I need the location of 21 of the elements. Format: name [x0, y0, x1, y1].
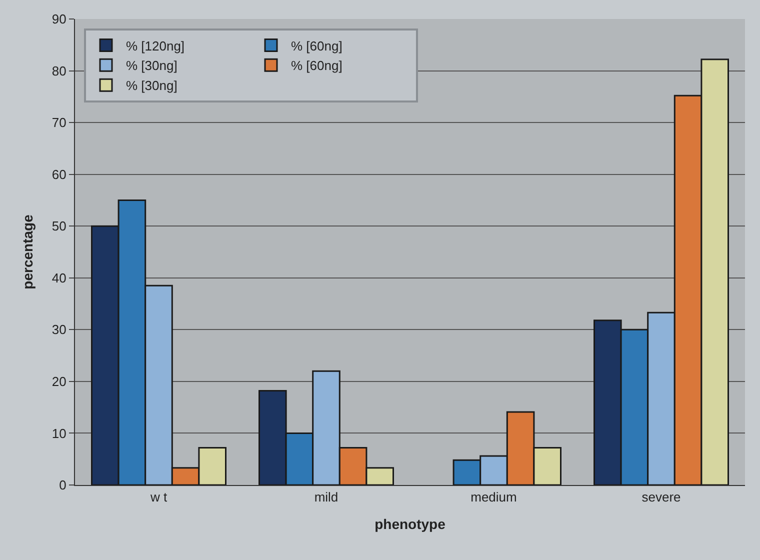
y-tick-label: 60 — [52, 166, 66, 182]
y-axis-title: percentage — [20, 214, 36, 290]
x-axis-title: phenotype — [374, 516, 446, 532]
y-tick-label: 30 — [52, 322, 66, 338]
y-tick-label: 70 — [52, 115, 66, 130]
x-tick-label: mild — [314, 490, 338, 505]
legend-label: % [120ng] — [126, 38, 185, 54]
x-tick-label: w t — [149, 490, 168, 505]
y-tick-label: 80 — [52, 63, 66, 78]
y-tick-label: 10 — [52, 426, 66, 441]
y-tick-label: 20 — [52, 374, 66, 389]
legend-label: % [60ng] — [291, 38, 342, 54]
y-tick-label: 90 — [52, 12, 66, 27]
legend-label: % [30ng] — [126, 78, 178, 94]
y-tick-label: 50 — [52, 218, 66, 234]
x-tick-label: medium — [470, 490, 517, 505]
y-tick-label: 40 — [52, 270, 66, 286]
legend-label: % [60ng] — [291, 58, 342, 74]
x-tick-label: severe — [642, 490, 681, 505]
y-tick-label: 0 — [59, 478, 66, 493]
legend-label: % [30ng] — [126, 58, 178, 74]
